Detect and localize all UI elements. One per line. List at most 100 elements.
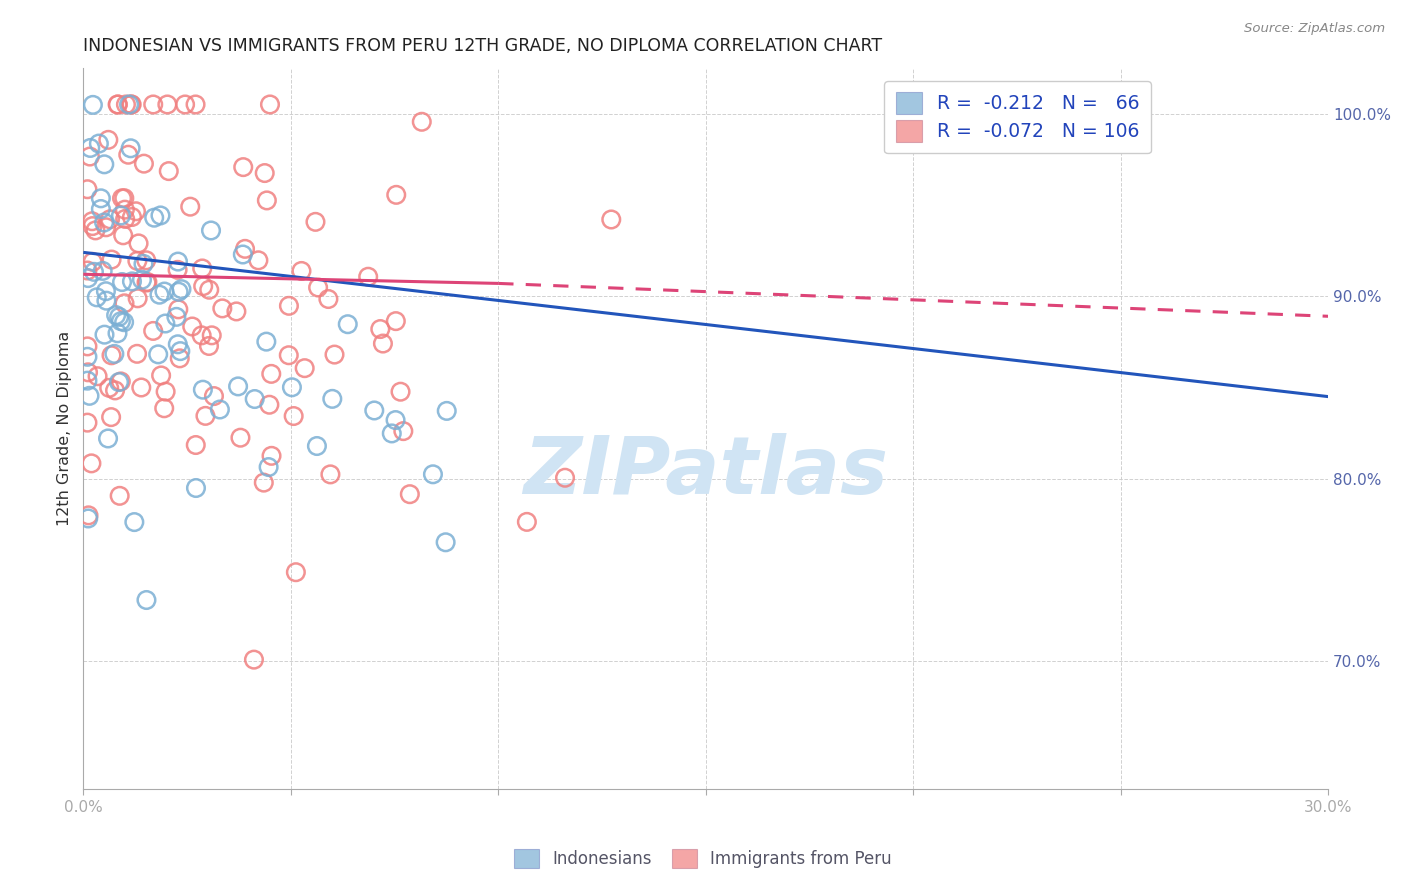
Point [77, 271, 100, 285]
Legend: Indonesians, Immigrants from Peru: Indonesians, Immigrants from Peru [508, 842, 898, 875]
Point [256, 194, 278, 208]
Point [166, 262, 188, 277]
Point [149, 209, 172, 223]
Point [108, 375, 131, 389]
Point [169, 344, 191, 359]
Point [83, 265, 105, 279]
Point [232, 160, 254, 174]
Point [135, 253, 157, 268]
Point [381, 426, 404, 441]
Point [184, 438, 207, 452]
Point [100, 410, 122, 425]
Point [105, 308, 128, 322]
Point [96, 293, 118, 308]
Point [226, 379, 249, 393]
Point [148, 287, 170, 301]
Point [179, 200, 201, 214]
Point [76, 263, 98, 277]
Point [318, 292, 340, 306]
Point [79, 150, 101, 164]
Point [80, 456, 103, 470]
Point [128, 236, 150, 251]
Point [363, 403, 385, 417]
Point [86, 369, 108, 384]
Point [202, 389, 225, 403]
Point [170, 282, 193, 296]
Point [277, 299, 299, 313]
Point [229, 431, 252, 445]
Point [284, 565, 307, 579]
Point [554, 471, 576, 485]
Point [76, 416, 98, 430]
Point [90, 202, 112, 216]
Point [94, 220, 117, 235]
Point [76, 374, 98, 388]
Point [321, 392, 343, 406]
Point [136, 275, 159, 289]
Point [165, 310, 187, 324]
Point [79, 389, 101, 403]
Point [148, 347, 170, 361]
Point [200, 223, 222, 237]
Point [277, 348, 299, 362]
Point [174, 97, 197, 112]
Point [198, 339, 221, 353]
Point [120, 141, 142, 155]
Point [100, 252, 122, 267]
Point [76, 339, 98, 353]
Point [169, 351, 191, 366]
Point [290, 264, 312, 278]
Point [371, 336, 394, 351]
Point [98, 381, 121, 395]
Point [191, 383, 214, 397]
Point [225, 304, 247, 318]
Point [142, 324, 165, 338]
Point [194, 409, 217, 423]
Point [184, 97, 207, 112]
Point [260, 449, 283, 463]
Point [143, 211, 166, 225]
Point [357, 269, 380, 284]
Point [97, 432, 120, 446]
Point [135, 276, 157, 290]
Point [127, 253, 149, 268]
Point [84, 223, 107, 237]
Point [281, 380, 304, 394]
Point [422, 467, 444, 482]
Point [100, 348, 122, 362]
Text: INDONESIAN VS IMMIGRANTS FROM PERU 12TH GRADE, NO DIPLOMA CORRELATION CHART: INDONESIAN VS IMMIGRANTS FROM PERU 12TH … [83, 37, 883, 55]
Point [112, 191, 135, 205]
Point [104, 384, 127, 398]
Point [198, 283, 221, 297]
Point [167, 285, 190, 299]
Point [114, 202, 136, 217]
Point [107, 326, 129, 341]
Point [211, 301, 233, 316]
Point [111, 191, 134, 205]
Point [392, 424, 415, 438]
Point [436, 404, 458, 418]
Point [108, 310, 131, 324]
Point [103, 347, 125, 361]
Point [167, 254, 190, 268]
Point [93, 157, 115, 171]
Point [115, 97, 138, 112]
Point [434, 535, 457, 549]
Point [82, 219, 104, 233]
Point [90, 191, 112, 205]
Point [94, 284, 117, 298]
Point [97, 133, 120, 147]
Point [124, 515, 146, 529]
Point [125, 204, 148, 219]
Point [304, 215, 326, 229]
Point [110, 209, 132, 223]
Point [368, 322, 391, 336]
Point [155, 384, 177, 399]
Point [166, 337, 188, 351]
Point [80, 214, 103, 228]
Point [86, 290, 108, 304]
Point [323, 348, 346, 362]
Point [260, 367, 283, 381]
Point [259, 398, 281, 412]
Point [190, 328, 212, 343]
